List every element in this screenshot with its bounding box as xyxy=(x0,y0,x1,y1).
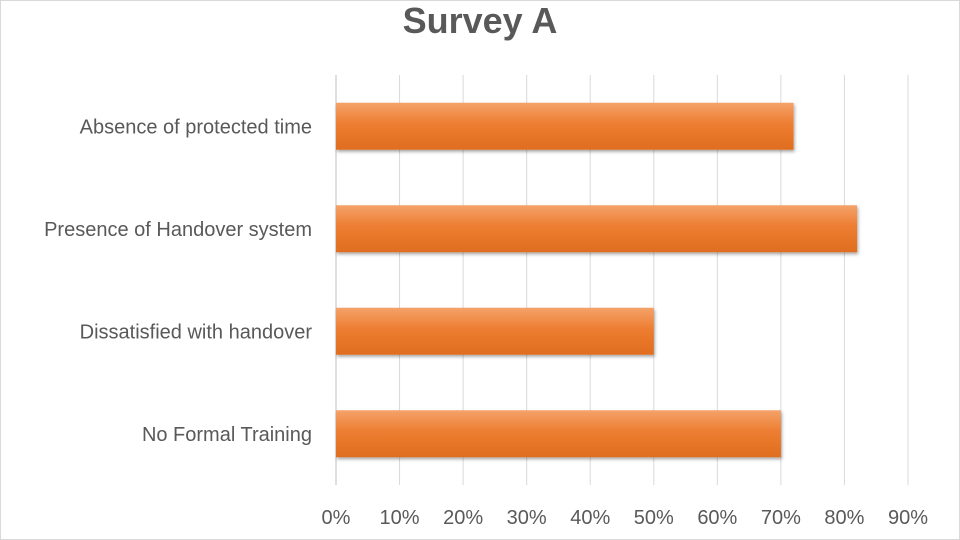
bar xyxy=(336,410,781,458)
category-label: Dissatisfied with handover xyxy=(80,321,313,343)
x-tick-label: 80% xyxy=(824,507,864,529)
bar xyxy=(336,205,858,253)
category-label: Presence of Handover system xyxy=(44,219,312,241)
x-tick-label: 90% xyxy=(888,507,928,529)
category-label: Absence of protected time xyxy=(80,116,312,138)
x-tick-label: 20% xyxy=(443,507,483,529)
chart-title: Survey A xyxy=(402,0,558,41)
x-tick-label: 40% xyxy=(570,507,610,529)
category-label: No Formal Training xyxy=(142,424,312,446)
x-tick-label: 70% xyxy=(761,507,801,529)
bar xyxy=(336,307,654,355)
x-tick-label: 10% xyxy=(380,507,420,529)
x-tick-label: 50% xyxy=(634,507,674,529)
x-tick-label: 0% xyxy=(322,507,351,529)
bar xyxy=(336,102,794,150)
x-tick-label: 60% xyxy=(697,507,737,529)
x-tick-label: 30% xyxy=(507,507,547,529)
